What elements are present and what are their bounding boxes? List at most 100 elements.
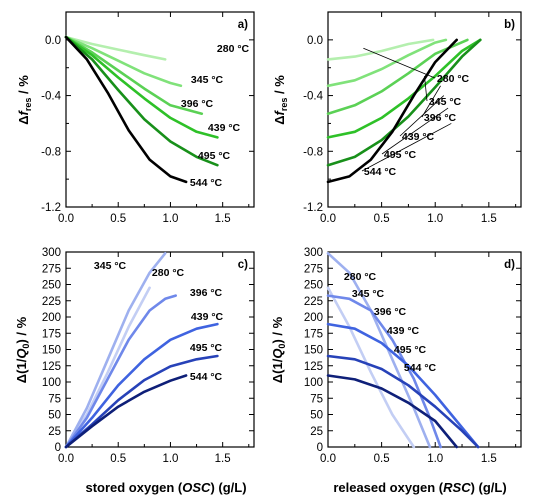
x-tick-label: 1.5 — [481, 213, 497, 225]
x-tick-label: 0.0 — [320, 213, 336, 225]
x-tick-label: 1.0 — [162, 453, 178, 465]
panel-label: a) — [238, 19, 248, 31]
y-tick-label: 0 — [317, 442, 323, 454]
x-tick-label: 0.5 — [374, 213, 390, 225]
series-annotation: 396 °C — [190, 287, 223, 299]
y-tick-label: 0.0 — [45, 35, 61, 47]
x-tick-label: 0.5 — [110, 453, 126, 465]
leader-line — [424, 76, 428, 102]
series-annotation: 280 °C — [152, 267, 185, 279]
series-line — [64, 294, 177, 449]
y-tick-label: 175 — [304, 328, 323, 340]
y-tick-label: 300 — [304, 247, 323, 259]
y-tick-label: 150 — [42, 345, 61, 357]
y-tick-label: 100 — [42, 377, 61, 389]
x-tick-label: 0.0 — [320, 453, 336, 465]
x-tick-label: 1.5 — [215, 453, 231, 465]
series-line — [64, 252, 167, 449]
series-line — [326, 38, 482, 139]
y-tick-label: 0.0 — [307, 35, 323, 47]
series-annotation: 439 °C — [402, 131, 435, 143]
series-line — [326, 322, 480, 449]
series-annotation: 396 °C — [181, 98, 214, 110]
series-annotation: 439 °C — [387, 325, 420, 337]
leader-line — [361, 123, 452, 172]
y-tick-label: -0.8 — [303, 146, 323, 158]
y-tick-label: 75 — [48, 393, 61, 405]
x-axis-label-left: stored oxygen (OSC) (g/L) — [85, 480, 246, 495]
y-tick-label: 75 — [310, 393, 323, 405]
y-tick-label: -0.4 — [303, 91, 323, 103]
y-tick-label: 50 — [310, 410, 323, 422]
y-tick-label: 25 — [48, 426, 61, 438]
y-tick-label: -0.8 — [41, 146, 61, 158]
series-line — [64, 374, 188, 449]
x-tick-label: 1.0 — [427, 213, 443, 225]
y-tick-label: 100 — [304, 377, 323, 389]
series-annotation: 280 °C — [217, 43, 250, 55]
series-annotation: 396 °C — [374, 306, 407, 318]
y-axis-label-top-right: Δfres / % — [272, 75, 289, 125]
y-tick-label: 25 — [310, 426, 323, 438]
leader-line — [421, 85, 441, 118]
series-line — [326, 38, 435, 61]
series-annotation: 439 °C — [191, 311, 224, 323]
series-annotation: 345 °C — [429, 96, 462, 108]
series-annotation: 544 °C — [190, 371, 223, 383]
x-tick-label: 1.0 — [162, 213, 178, 225]
panel-label: b) — [504, 19, 515, 31]
series-line — [64, 322, 219, 449]
series-line — [326, 252, 432, 449]
y-tick-label: -0.4 — [41, 91, 61, 103]
series-annotation: 544 °C — [190, 177, 223, 189]
y-tick-label: 250 — [42, 280, 61, 292]
y-tick-label: 275 — [304, 263, 323, 275]
panel-a: 0.0 0.5 1.0 1.5 -1.2 -0.8 -0.4 0.0 280 °C 345 °C 3… — [41, 11, 255, 225]
y-tick-label: 0 — [55, 442, 61, 454]
series-annotation: 345 °C — [352, 288, 385, 300]
leader-line — [399, 95, 445, 137]
series-line — [326, 374, 458, 449]
series-line — [326, 38, 469, 115]
plot-frame — [65, 11, 255, 208]
y-tick-label: 50 — [48, 410, 61, 422]
series-annotation: 544 °C — [404, 362, 437, 374]
x-tick-label: 0.5 — [110, 213, 126, 225]
y-tick-label: 225 — [304, 296, 323, 308]
series-annotation: 439 °C — [208, 122, 241, 134]
series-line — [64, 35, 219, 167]
series-line — [326, 354, 480, 449]
series-annotation: 495 °C — [198, 150, 231, 162]
y-tick-label: 200 — [42, 312, 61, 324]
panel-c: 0.0 0.5 1.0 1.5 0 25 50 75 100 125 150 175 200 225 250… — [42, 247, 255, 465]
y-tick-label: 200 — [304, 312, 323, 324]
series-line — [64, 35, 219, 139]
series-line — [326, 38, 458, 184]
series-line — [64, 354, 219, 449]
series-line — [326, 38, 482, 167]
series-annotation: 345 °C — [94, 260, 127, 272]
x-tick-label: 1.5 — [481, 453, 497, 465]
series-annotation: 495 °C — [190, 342, 223, 354]
series-annotation: 280 °C — [344, 271, 377, 283]
x-tick-label: 0.0 — [58, 213, 74, 225]
y-tick-label: 275 — [42, 263, 61, 275]
leader-line — [363, 47, 436, 79]
y-axis-label-top: Δfres / % — [16, 75, 33, 125]
panel-b: 0.0 0.5 1.0 1.5 -1.2 -0.8 -0.4 0.0 280 °C 345 °C 3… — [303, 11, 522, 225]
series-line — [326, 286, 416, 449]
panel-label: d) — [504, 259, 515, 271]
x-tick-label: 0.5 — [374, 453, 390, 465]
series-annotation: 345 °C — [191, 74, 224, 86]
y-tick-label: 225 — [42, 296, 61, 308]
y-axis-label-bottom-right: Δ(1/Q0) / % — [270, 316, 287, 383]
x-tick-label: 1.0 — [427, 453, 443, 465]
series-annotation: 495 °C — [394, 344, 427, 356]
plot-frame — [327, 11, 522, 208]
y-tick-label: 125 — [304, 361, 323, 373]
series-annotation: 396 °C — [424, 112, 457, 124]
series-annotation: 544 °C — [364, 166, 397, 178]
x-tick-label: 0.0 — [58, 453, 74, 465]
y-tick-label: -1.2 — [303, 202, 323, 214]
